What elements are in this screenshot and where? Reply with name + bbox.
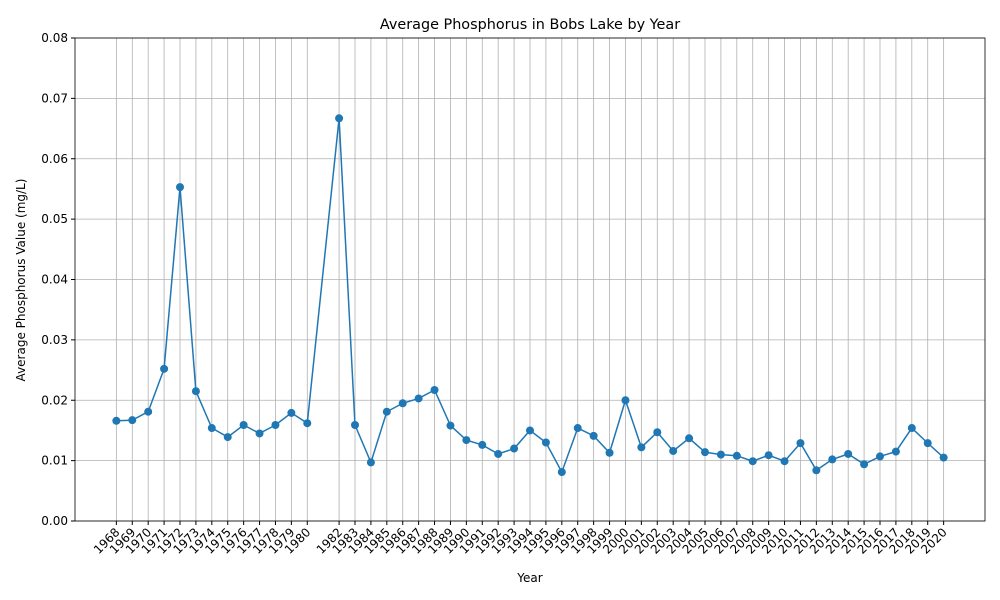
y-tick-label: 0.08	[41, 31, 68, 45]
data-point	[335, 114, 344, 123]
data-point	[398, 399, 407, 408]
data-point	[828, 455, 837, 464]
data-point	[510, 444, 519, 453]
y-tick-label: 0.05	[41, 212, 68, 226]
y-tick-label: 0.03	[41, 333, 68, 347]
data-point	[716, 450, 725, 459]
data-point	[653, 428, 662, 437]
data-point	[780, 457, 789, 466]
data-point	[351, 421, 359, 430]
data-point	[176, 183, 184, 192]
data-point	[255, 429, 264, 438]
data-point	[812, 466, 821, 475]
data-point	[557, 468, 566, 477]
data-point	[732, 451, 741, 460]
data-line	[116, 118, 945, 474]
data-point	[923, 439, 932, 448]
y-tick-label: 0.00	[41, 514, 68, 528]
data-point	[669, 446, 678, 455]
data-point	[573, 424, 582, 433]
data-point	[891, 447, 900, 456]
data-point	[112, 416, 121, 425]
x-axis-label: Year	[516, 571, 542, 585]
data-point	[494, 449, 503, 458]
data-point	[860, 460, 869, 469]
data-point	[191, 387, 200, 396]
data-point	[160, 364, 169, 373]
data-point	[876, 452, 884, 461]
y-tick-label: 0.07	[41, 91, 68, 105]
data-point	[526, 426, 534, 435]
data-point	[223, 433, 232, 442]
y-tick-label: 0.06	[41, 152, 68, 166]
data-point	[430, 385, 439, 394]
data-point	[939, 453, 948, 462]
data-point	[414, 394, 423, 403]
data-point	[303, 419, 312, 428]
data-point	[366, 458, 375, 467]
data-point	[621, 396, 630, 405]
data-point	[796, 439, 805, 448]
data-point	[541, 438, 550, 447]
data-point	[446, 421, 455, 430]
data-point	[764, 451, 773, 460]
data-point	[605, 448, 614, 457]
y-axis-label: Average Phosphorus Value (mg/L)	[14, 179, 28, 382]
data-point	[462, 436, 471, 445]
data-point	[907, 424, 916, 433]
data-point	[287, 408, 296, 417]
data-point	[701, 448, 709, 457]
data-point	[382, 407, 391, 416]
data-point	[589, 431, 598, 440]
data-point	[239, 421, 248, 430]
plot-frame	[74, 37, 986, 522]
chart-title: Average Phosphorus in Bobs Lake by Year	[380, 17, 680, 33]
data-point	[207, 424, 216, 433]
data-point	[478, 440, 487, 449]
y-tick-label: 0.04	[41, 273, 68, 287]
data-point	[271, 421, 280, 430]
data-point	[844, 449, 853, 458]
data-point	[128, 416, 137, 425]
data-point	[637, 443, 646, 452]
data-point	[685, 434, 694, 443]
y-tick-label: 0.01	[41, 454, 68, 468]
y-tick-label: 0.02	[41, 393, 68, 407]
data-point	[144, 407, 153, 416]
data-point	[748, 457, 757, 466]
